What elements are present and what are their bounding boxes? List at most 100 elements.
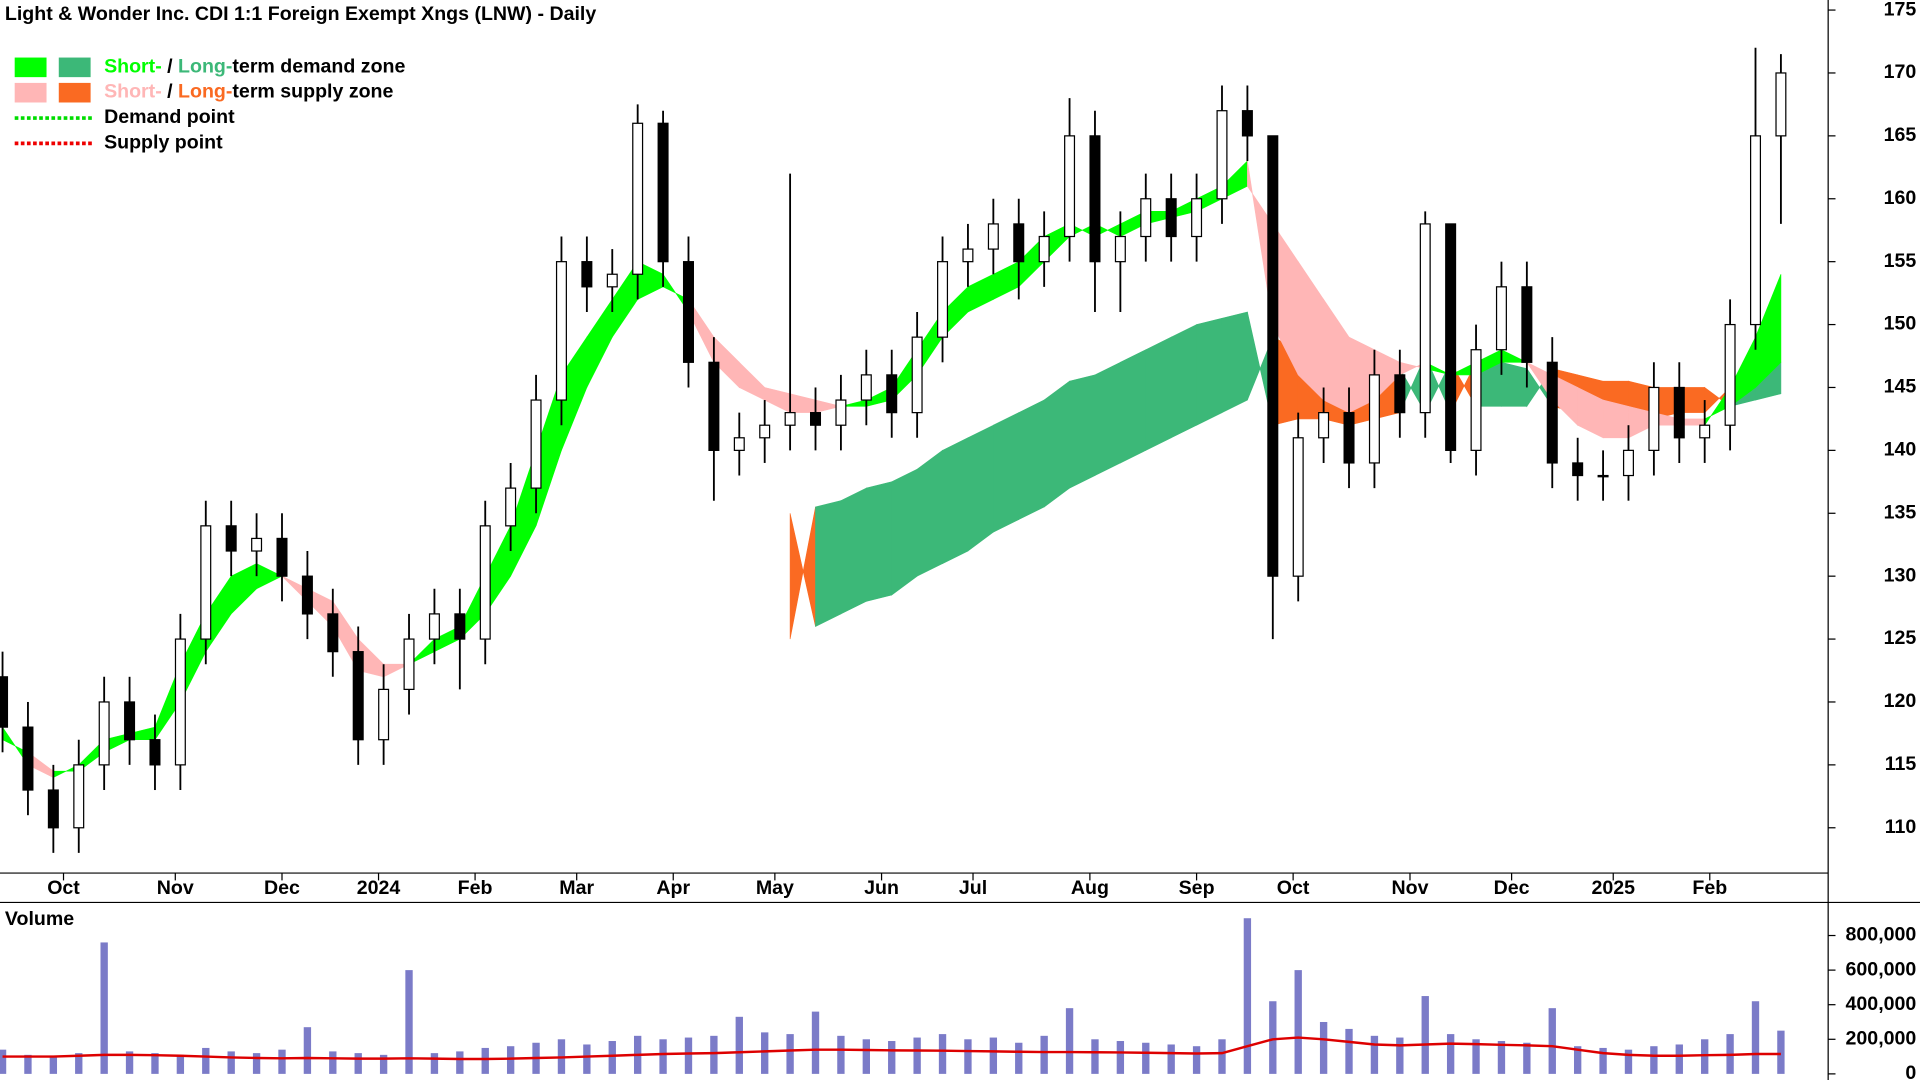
volume-bar — [1167, 1044, 1175, 1074]
volume-bar — [938, 1034, 947, 1074]
legend-text: term demand zone — [232, 56, 405, 78]
candle-body — [835, 399, 847, 426]
candle-body — [174, 638, 186, 766]
volume-bar — [1446, 1034, 1455, 1074]
legend-entry: Supply point — [104, 132, 223, 154]
long-zone — [1221, 311, 1248, 414]
candle-body — [352, 651, 364, 741]
candle-body — [1572, 462, 1584, 477]
candle-body — [1470, 349, 1482, 451]
candle-body — [708, 361, 720, 451]
candle-body — [0, 676, 9, 728]
volume-bar — [1015, 1042, 1023, 1074]
volume-bar — [659, 1039, 667, 1074]
volume-bar — [786, 1034, 794, 1074]
long-zone — [1196, 317, 1223, 426]
volume-bar — [1396, 1037, 1404, 1074]
volume-tick-label: 800,000 — [1846, 924, 1917, 946]
volume-bar — [1701, 1039, 1709, 1074]
volume-bar — [24, 1054, 32, 1074]
x-tick-label: Mar — [559, 877, 594, 899]
candle-body — [1445, 223, 1457, 451]
chart-title: Light & Wonder Inc. CDI 1:1 Foreign Exem… — [5, 3, 596, 25]
volume-bar — [379, 1054, 388, 1074]
volume-bar — [1040, 1035, 1048, 1074]
candle-body — [1114, 235, 1126, 263]
y-tick-label: 160 — [1884, 187, 1917, 209]
volume-bar — [456, 1051, 464, 1074]
volume-average — [2, 1036, 1781, 1061]
candle-body — [759, 424, 771, 439]
long-zone — [1170, 324, 1197, 439]
volume-bar — [710, 1035, 718, 1074]
x-tick-label: May — [756, 877, 794, 899]
candle-body — [1724, 323, 1736, 426]
candle-body — [1089, 135, 1101, 263]
volume-bar — [1319, 1021, 1328, 1074]
x-tick-label: Nov — [157, 877, 194, 899]
volume-bar — [1142, 1042, 1150, 1074]
x-tick-label: Dec — [1494, 877, 1530, 899]
volume-bar — [1472, 1039, 1480, 1074]
candle-body — [301, 575, 313, 615]
volume-bar — [888, 1041, 896, 1074]
y-tick-label: 125 — [1884, 627, 1917, 649]
volume-bar — [1370, 1035, 1379, 1074]
long-zone — [1145, 336, 1172, 451]
volume-bar — [964, 1039, 972, 1074]
candle-body — [1267, 135, 1279, 577]
y-tick-label: 150 — [1884, 313, 1917, 335]
volume-bar — [684, 1037, 693, 1074]
legend-entry: Demand point — [104, 106, 235, 128]
candle-body — [1673, 386, 1685, 439]
legend-swatch — [14, 57, 47, 78]
candle-body — [251, 537, 263, 552]
volume-label: Volume — [5, 908, 74, 930]
legend-swatch — [58, 57, 91, 78]
candle-body — [1318, 412, 1330, 439]
candle-body — [73, 764, 85, 829]
volume-bar — [303, 1027, 312, 1074]
candle-body — [1648, 386, 1660, 451]
candle-body — [124, 701, 136, 741]
volume-bar — [1751, 1001, 1760, 1074]
x-tick-label: Sep — [1179, 877, 1215, 899]
candle-body — [1140, 198, 1152, 238]
candle-body — [403, 638, 415, 691]
short-zone — [1755, 274, 1782, 389]
volume-bar — [1624, 1049, 1633, 1074]
x-tick-label: Oct — [47, 877, 80, 899]
long-zone — [1094, 361, 1121, 477]
x-tick-label: Dec — [264, 877, 300, 899]
volume-bar — [1065, 1008, 1074, 1074]
candle-body — [505, 487, 517, 527]
volume-bar — [100, 942, 108, 1074]
candle-body — [428, 613, 440, 640]
volume-bar — [202, 1047, 210, 1074]
candle-body — [530, 399, 542, 489]
volume-bar — [278, 1049, 286, 1074]
long-zone — [1069, 374, 1096, 489]
candle-body — [378, 688, 390, 741]
candle-body — [657, 122, 669, 263]
x-tick-label: Feb — [1692, 877, 1727, 899]
y-tick-label: 135 — [1884, 501, 1917, 523]
candle-body — [1368, 374, 1380, 464]
x-tick-label: 2024 — [357, 877, 401, 899]
candle-body — [1241, 110, 1253, 137]
candle-body — [1622, 449, 1634, 477]
volume-bar — [989, 1037, 998, 1074]
legend-swatch — [14, 82, 47, 103]
volume-bar — [1345, 1028, 1353, 1074]
candles — [0, 47, 1787, 853]
candle-body — [886, 374, 898, 414]
volume-bar — [1269, 1001, 1277, 1074]
long-zone — [815, 500, 842, 627]
x-tick-label: Apr — [656, 877, 690, 899]
legend-text: Demand point — [104, 106, 235, 128]
volume-bar — [430, 1053, 439, 1074]
long-zone — [840, 487, 867, 615]
candle-body — [1546, 361, 1558, 464]
